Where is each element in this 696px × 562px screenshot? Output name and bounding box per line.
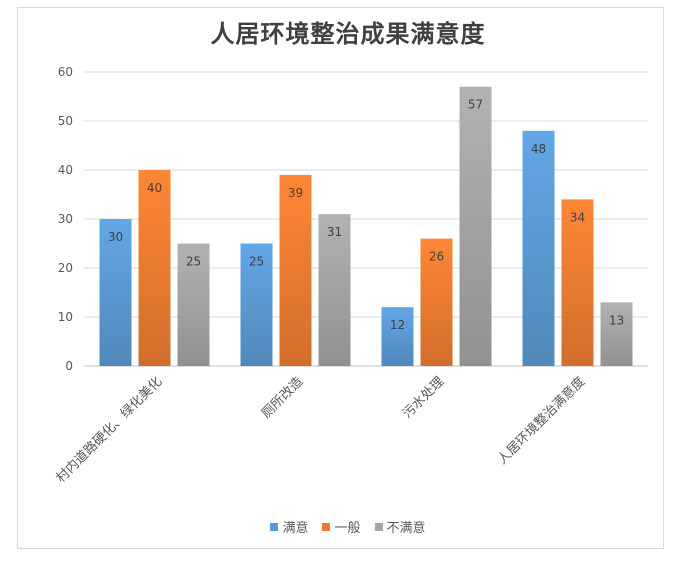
x-axis-ticks: 村内道路硬化、绿化美化 厕所改造 污水处理 人居环境整治满意度 <box>53 374 588 486</box>
legend-label: 满意 <box>282 521 309 536</box>
data-label: 48 <box>531 142 546 156</box>
bar <box>420 238 453 366</box>
y-tick-label: 50 <box>58 114 73 128</box>
legend-item: 一般 <box>322 517 361 536</box>
bar <box>600 302 633 366</box>
bar <box>522 130 555 366</box>
data-label: 57 <box>468 98 483 112</box>
data-label: 26 <box>429 250 444 264</box>
legend: 满意 一般 不满意 <box>0 517 696 536</box>
x-tick-label: 村内道路硬化、绿化美化 <box>53 374 165 486</box>
data-label: 12 <box>390 318 405 332</box>
data-label: 13 <box>609 313 624 327</box>
bar <box>561 199 594 366</box>
legend-label: 一般 <box>334 521 361 536</box>
legend-item: 满意 <box>270 517 308 536</box>
legend-swatch <box>270 522 279 531</box>
data-label: 31 <box>327 225 342 239</box>
data-label: 39 <box>288 186 303 200</box>
x-tick-label: 厕所改造 <box>259 374 306 421</box>
bar <box>138 170 171 366</box>
y-tick-label: 10 <box>58 310 73 324</box>
y-axis-ticks: 0 10 20 30 40 50 60 <box>58 65 73 373</box>
x-tick-label: 污水处理 <box>400 374 447 421</box>
data-label: 30 <box>108 230 123 244</box>
bar <box>279 174 312 366</box>
data-label: 40 <box>147 181 162 195</box>
x-tick-label: 人居环境整治满意度 <box>494 374 588 468</box>
legend-label: 不满意 <box>386 521 426 536</box>
bar <box>381 307 414 366</box>
y-tick-label: 40 <box>58 163 73 177</box>
bars <box>99 86 633 366</box>
data-label: 34 <box>570 210 585 224</box>
y-tick-label: 0 <box>65 359 73 373</box>
legend-item: 不满意 <box>374 517 426 536</box>
chart-title: 人居环境整治成果满意度 <box>210 19 486 48</box>
data-labels: 30 40 25 25 39 31 12 26 57 48 34 13 <box>108 98 624 333</box>
bar <box>240 243 273 366</box>
legend-swatch <box>374 522 383 531</box>
bar <box>99 219 132 366</box>
legend-swatch <box>322 522 331 531</box>
y-tick-label: 60 <box>58 65 73 79</box>
data-label: 25 <box>186 255 201 269</box>
data-label: 25 <box>249 255 264 269</box>
bar <box>318 214 351 366</box>
bar <box>177 243 210 366</box>
y-tick-label: 30 <box>58 212 73 226</box>
bar <box>459 86 492 366</box>
y-tick-label: 20 <box>58 261 73 275</box>
